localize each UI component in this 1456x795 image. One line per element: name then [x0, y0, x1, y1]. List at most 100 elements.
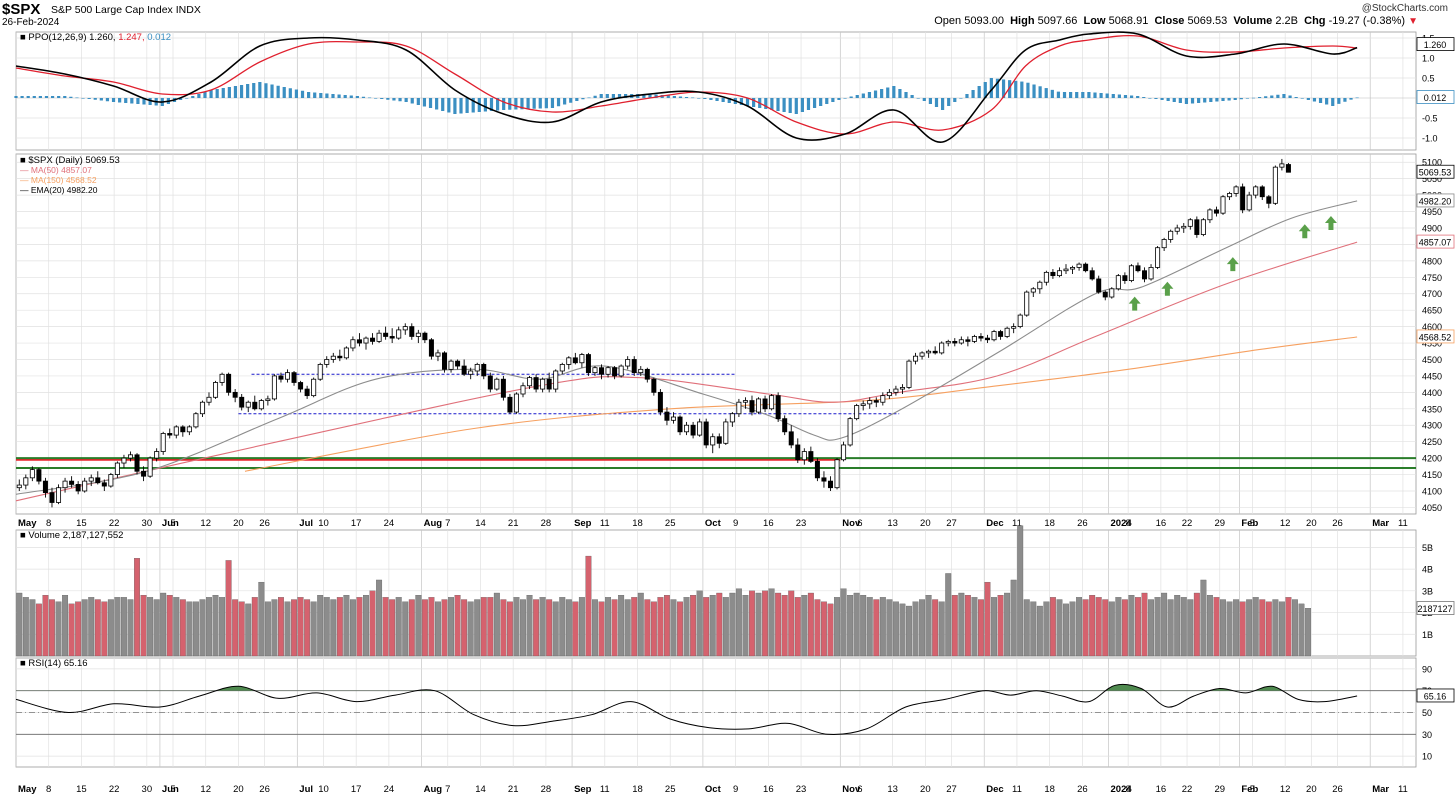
volume-bar	[245, 603, 252, 657]
ppo-histogram-bar	[1178, 98, 1182, 103]
volume-bar	[219, 597, 226, 657]
ppo-histogram-bar	[697, 98, 701, 99]
volume-bar	[729, 592, 736, 657]
volume-bar	[840, 588, 847, 657]
candle-body	[533, 377, 539, 390]
candle-body	[180, 426, 186, 433]
exchange: INDX	[175, 4, 201, 16]
x-tick-label: Jul	[299, 784, 313, 795]
candle-body	[684, 424, 690, 433]
volume-bar	[1043, 601, 1050, 657]
ppo-histogram-bar	[654, 94, 658, 98]
chg-label: Chg	[1304, 15, 1326, 27]
ppo-histogram-bar	[1282, 94, 1286, 98]
candle-body	[1233, 186, 1239, 194]
x-tick-label: 12	[1280, 518, 1291, 529]
rsi-tick-label: 30	[1422, 730, 1432, 740]
volume-bar	[801, 595, 808, 657]
candle-body	[167, 433, 173, 436]
candle-body	[1024, 291, 1030, 316]
volume-bar	[101, 601, 108, 657]
price-tick-label: 4300	[1422, 421, 1442, 431]
candle-body	[330, 355, 336, 360]
volume-bar	[807, 592, 814, 657]
ppo-histogram-bar	[1056, 91, 1061, 98]
chart-canvas: 1.51.00.5-0.5-1.0■ PPO(12,26,9) 1.260, 1…	[14, 31, 1455, 795]
volume-bar	[644, 599, 651, 657]
candle-body	[697, 421, 703, 436]
ppo-histogram-bar	[1111, 94, 1115, 98]
ma150-line	[244, 336, 1358, 472]
volume-bar	[749, 590, 755, 657]
ppo-histogram-bar	[197, 94, 201, 98]
volume-bar	[592, 599, 598, 657]
x-tick-label: 12	[1280, 784, 1291, 795]
ppo-histogram-bar	[477, 98, 481, 112]
volume-bar	[1161, 592, 1168, 657]
volume-label: Volume	[1233, 15, 1273, 27]
volume-bar	[657, 597, 664, 657]
volume-bar	[461, 599, 468, 657]
candle-body	[108, 474, 114, 487]
ppo-histogram-bar	[32, 96, 36, 98]
candle-body	[553, 370, 559, 390]
x-tick-label: 22	[109, 518, 120, 529]
candle-body	[749, 400, 755, 413]
ppo-histogram-bar	[136, 98, 140, 104]
ppo-histogram-bar	[398, 98, 402, 102]
candle-body	[664, 411, 670, 421]
volume-bar	[742, 595, 749, 657]
candle-body	[677, 416, 683, 433]
volume-bar	[1108, 601, 1115, 657]
x-tick-label: 14	[475, 784, 486, 795]
candle-body	[311, 378, 317, 397]
candle-body	[847, 418, 853, 446]
open-label: Open	[934, 15, 962, 27]
volume-bar	[493, 592, 500, 657]
legend-value: 4982.20	[67, 185, 98, 195]
x-tick-label: 17	[351, 518, 362, 529]
x-tick-label: 8	[46, 518, 51, 529]
volume-bar	[382, 597, 389, 657]
price-last-ma150-box	[1416, 329, 1455, 344]
price-tick-label: 4250	[1422, 437, 1442, 447]
ppo-histogram-bar	[922, 98, 926, 101]
x-tick-label: 8	[46, 784, 51, 795]
x-tick-label: 6	[857, 784, 862, 795]
volume-bar	[1023, 599, 1030, 657]
candle-body	[1259, 186, 1265, 198]
volume-bar	[134, 558, 140, 657]
ppo-histogram-bar	[953, 98, 957, 102]
volume-tick-label: 3B	[1422, 586, 1433, 596]
candle-body	[710, 436, 716, 446]
volume-bar	[565, 599, 572, 657]
ppo-histogram-bar	[428, 98, 433, 108]
volume-bar	[762, 590, 769, 657]
x-tick-label: Oct	[705, 784, 722, 795]
ppo-histogram-bar	[1154, 98, 1158, 99]
candle-body	[572, 357, 578, 364]
candle-body	[546, 378, 552, 390]
rsi-tick-label: 10	[1422, 752, 1432, 762]
volume-value: 2.2B	[1275, 15, 1299, 27]
volume-bar	[696, 590, 703, 657]
x-tick-label: 15	[76, 784, 87, 795]
candle-body	[723, 421, 729, 444]
ppo-histogram-bar	[1123, 95, 1128, 98]
volume-bar	[984, 581, 991, 657]
candle-body	[559, 364, 565, 372]
candle-body	[991, 331, 997, 341]
x-tick-label: 25	[665, 784, 676, 795]
volume-bar	[971, 597, 978, 657]
candle-body	[232, 391, 238, 398]
candle-body	[101, 482, 107, 487]
volume-bar	[474, 599, 481, 657]
candle-body	[958, 339, 964, 344]
candle-body	[808, 451, 814, 462]
ppo-histogram-bar	[1099, 93, 1103, 98]
candle-body	[880, 395, 886, 403]
volume-bar	[88, 597, 95, 657]
ppo-histogram-bar	[898, 89, 902, 98]
candle-body	[376, 332, 382, 342]
ppo-histogram-bar	[57, 96, 61, 98]
